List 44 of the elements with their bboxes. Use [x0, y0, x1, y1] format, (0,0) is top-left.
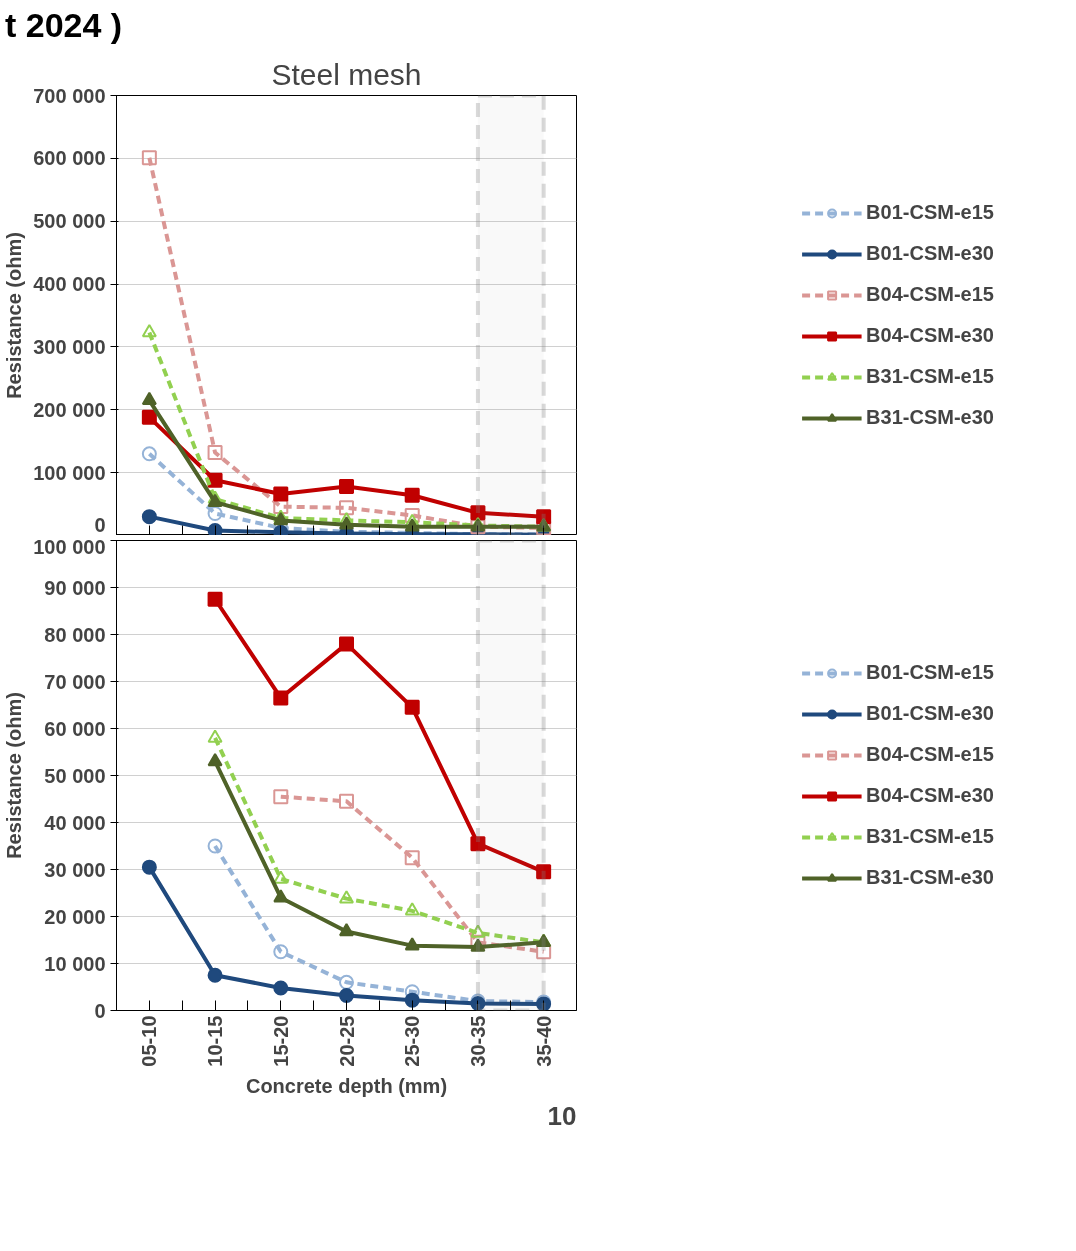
y-tick-label: 50 000 — [44, 764, 106, 787]
y-axis-title: Resistance (ohm) — [3, 232, 26, 399]
legend-label: B04-CSM-e30 — [866, 784, 994, 807]
x-tick-label: 15-20 — [269, 1015, 292, 1067]
legend-label: B04-CSM-e15 — [866, 743, 994, 766]
y-tick-label: 400 000 — [33, 273, 106, 296]
legend-label: B31-CSM-e15 — [866, 825, 994, 848]
y-tick-label: 100 000 — [33, 535, 106, 558]
legend-label: B04-CSM-e30 — [866, 324, 994, 347]
text: t 2024 ) — [5, 5, 123, 45]
x-tick-label: 30-35 — [466, 1015, 489, 1067]
x-tick-label: 10-15 — [204, 1015, 227, 1067]
x-tick-label: 05-10 — [138, 1015, 161, 1067]
y-tick-label: 600 000 — [33, 147, 106, 170]
y-tick-label: 10 000 — [44, 952, 106, 975]
y-tick-label: 200 000 — [33, 398, 106, 421]
y-tick-label: 700 000 — [33, 84, 106, 107]
legend-label: B31-CSM-e30 — [866, 406, 994, 429]
y-tick-label: 40 000 — [44, 811, 106, 834]
y-tick-label: 60 000 — [44, 717, 106, 740]
legend-label: B04-CSM-e15 — [866, 283, 994, 306]
y-tick-label: 0 — [94, 999, 106, 1022]
y-tick-label: 30 000 — [44, 858, 106, 881]
band-label: Steel mesh — [271, 57, 422, 91]
y-tick-label: 20 000 — [44, 905, 106, 928]
y-tick-label: 70 000 — [44, 670, 106, 693]
y-tick-label: 80 000 — [44, 623, 106, 646]
legend-label: B31-CSM-e15 — [866, 365, 994, 388]
x-axis-title: Concrete depth (mm) — [245, 1074, 448, 1097]
y-tick-label: 300 000 — [33, 335, 106, 358]
x-tick-label: 35-40 — [532, 1015, 555, 1067]
y-tick-label: 100 000 — [33, 461, 106, 484]
y-tick-label: 500 000 — [33, 210, 106, 233]
y-tick-label: 90 000 — [44, 576, 106, 599]
legend-label: B31-CSM-e30 — [866, 866, 994, 889]
text: 10 — [547, 1100, 577, 1131]
legend-label: B01-CSM-e15 — [866, 661, 994, 684]
legend-label: B01-CSM-e30 — [866, 702, 994, 725]
legend-label: B01-CSM-e30 — [866, 242, 994, 265]
y-axis-title: Resistance (ohm) — [3, 692, 26, 859]
y-tick-label: 0 — [94, 513, 106, 536]
x-tick-label: 20-25 — [335, 1015, 358, 1067]
legend-label: B01-CSM-e15 — [866, 201, 994, 224]
x-tick-label: 25-30 — [401, 1015, 424, 1067]
